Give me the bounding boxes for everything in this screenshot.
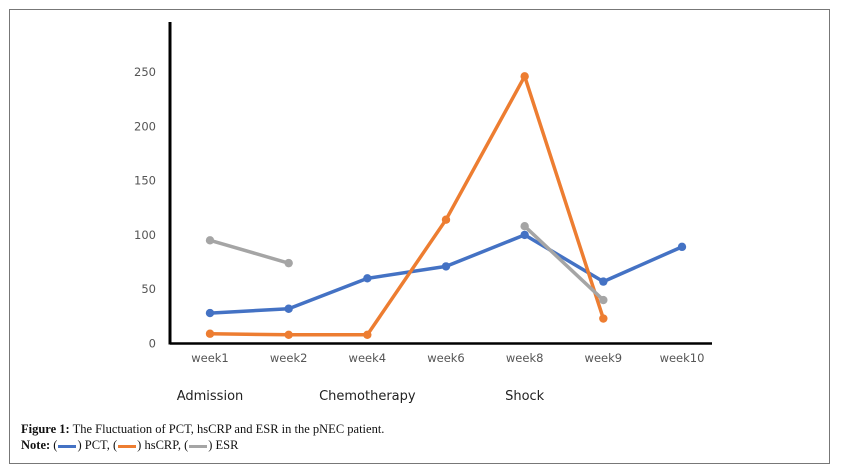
legend-hscrp-label: hsCRP,: [144, 438, 181, 452]
hscrp-point: [205, 329, 215, 338]
pct-point: [599, 277, 608, 286]
note-label: Note:: [21, 438, 51, 452]
figure-text: The Fluctuation of PCT, hsCRP and ESR in…: [72, 422, 385, 436]
y-tick-label: 0: [149, 337, 156, 351]
esr-point: [284, 258, 293, 268]
pct-point: [441, 262, 451, 271]
series-hscrp: [205, 72, 608, 340]
y-tick-label: 100: [134, 228, 156, 242]
y-tick-label: 150: [134, 174, 156, 188]
pct-swatch: [58, 444, 77, 448]
x-tick-label: week4: [349, 351, 387, 365]
phase-label: Shock: [505, 389, 545, 404]
x-tick-label: week9: [585, 351, 623, 365]
pct-point: [363, 274, 372, 283]
x-tick-label: week1: [191, 351, 229, 365]
esr-point: [520, 222, 529, 231]
esr-line: [522, 224, 606, 302]
legend-note: Note: () PCT, () hsCRP, () ESR: [21, 437, 384, 453]
hscrp-point: [520, 72, 529, 81]
x-tick-label: week2: [270, 351, 308, 365]
hscrp-point: [363, 330, 372, 340]
y-tick-label: 250: [134, 65, 156, 79]
caption-line: Figure 1: The Fluctuation of PCT, hsCRP …: [21, 421, 384, 437]
y-tick-label: 50: [141, 282, 156, 296]
pct-point: [205, 308, 215, 318]
figure-label: Figure 1:: [21, 422, 70, 436]
series-esr: [205, 222, 608, 305]
hscrp-point: [441, 215, 451, 224]
legend-esr: () ESR: [184, 438, 239, 452]
x-tick-label: week8: [506, 351, 544, 365]
legend-pct-label: PCT,: [84, 438, 110, 452]
hscrp-point: [599, 314, 608, 323]
legend-hscrp: () hsCRP,: [113, 438, 181, 452]
figure-caption: Figure 1: The Fluctuation of PCT, hsCRP …: [21, 421, 384, 453]
y-tick-label: 200: [134, 119, 156, 133]
hscrp-line: [208, 74, 606, 337]
figure-frame: [9, 9, 830, 464]
esr-point: [599, 295, 608, 305]
esr-swatch: [189, 444, 208, 448]
esr-point: [205, 236, 215, 245]
esr-line: [208, 238, 291, 265]
pct-line: [208, 233, 684, 315]
hscrp-point: [284, 330, 293, 340]
series-pct: [205, 230, 687, 318]
x-tick-label: week10: [660, 351, 705, 365]
pct-point: [284, 304, 293, 313]
x-tick-label: week6: [427, 351, 465, 365]
phase-label: Chemotherapy: [319, 389, 416, 404]
pct-point: [520, 230, 529, 240]
legend-pct: () PCT,: [53, 438, 110, 452]
hscrp-swatch: [118, 444, 137, 448]
legend-esr-label: ESR: [215, 438, 239, 452]
phase-label: Admission: [177, 389, 244, 404]
pct-point: [677, 242, 687, 252]
